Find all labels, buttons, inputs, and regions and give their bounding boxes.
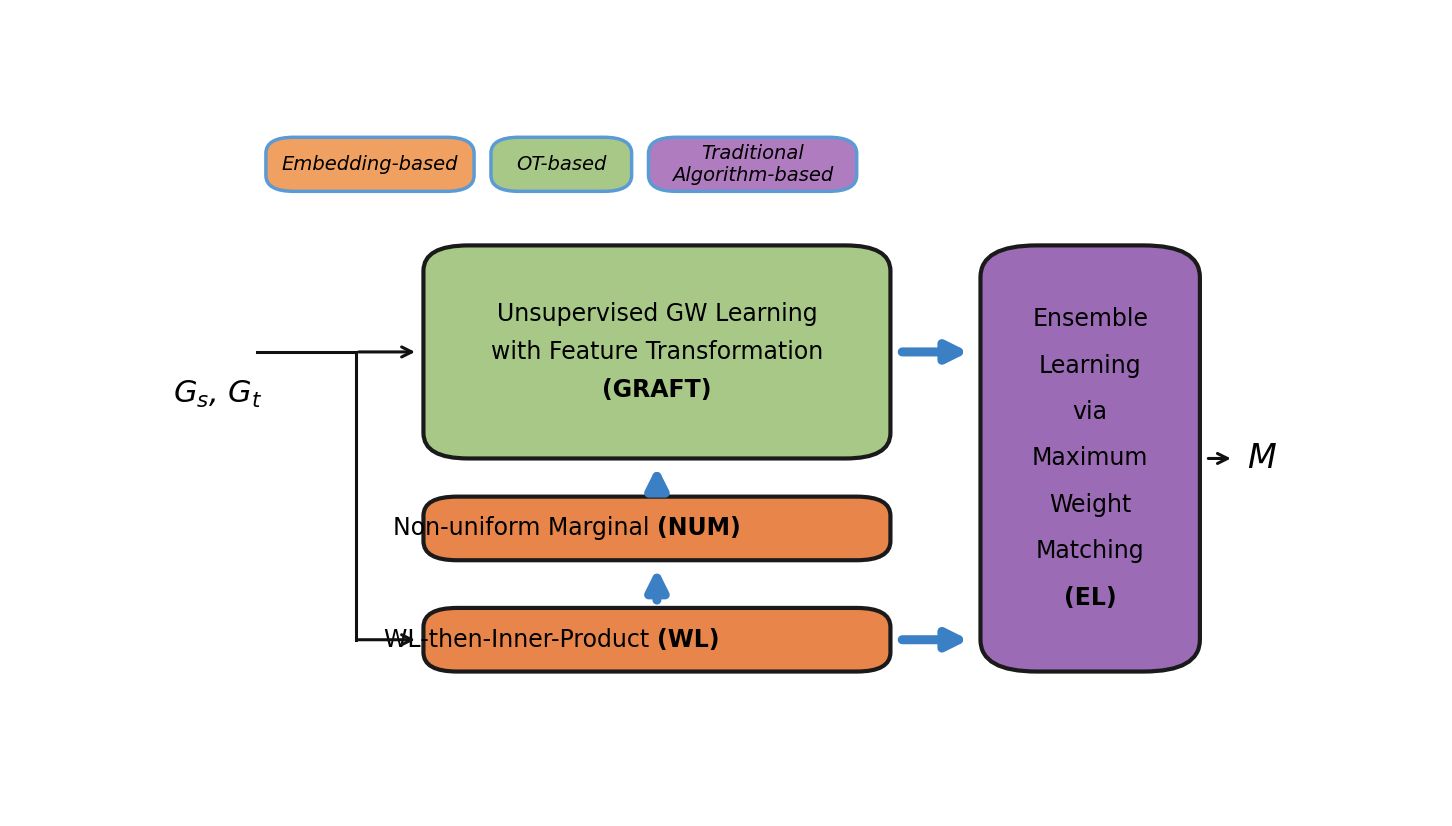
Text: Matching: Matching xyxy=(1035,539,1144,563)
Text: Traditional
Algorithm-based: Traditional Algorithm-based xyxy=(672,144,833,185)
Text: $M$: $M$ xyxy=(1247,442,1276,475)
FancyBboxPatch shape xyxy=(980,245,1199,672)
Text: Weight: Weight xyxy=(1048,493,1131,517)
Text: Maximum: Maximum xyxy=(1032,447,1149,471)
Text: (EL): (EL) xyxy=(1064,586,1117,610)
Text: via: via xyxy=(1073,400,1108,424)
Text: $G_s$, $G_t$: $G_s$, $G_t$ xyxy=(173,379,263,411)
Text: (NUM): (NUM) xyxy=(656,516,741,540)
Text: WL-then-Inner-Product: WL-then-Inner-Product xyxy=(385,628,656,652)
FancyBboxPatch shape xyxy=(424,496,890,560)
FancyBboxPatch shape xyxy=(424,245,890,458)
Text: Learning: Learning xyxy=(1038,354,1141,377)
FancyBboxPatch shape xyxy=(649,137,857,192)
Text: Ensemble: Ensemble xyxy=(1032,307,1149,331)
Text: with Feature Transformation: with Feature Transformation xyxy=(491,340,823,364)
FancyBboxPatch shape xyxy=(266,137,473,192)
Text: OT-based: OT-based xyxy=(515,154,607,173)
FancyBboxPatch shape xyxy=(424,608,890,672)
Text: Unsupervised GW Learning: Unsupervised GW Learning xyxy=(497,301,817,325)
Text: Embedding-based: Embedding-based xyxy=(282,154,459,173)
Text: Non-uniform Marginal: Non-uniform Marginal xyxy=(393,516,656,540)
FancyBboxPatch shape xyxy=(491,137,632,192)
Text: (GRAFT): (GRAFT) xyxy=(603,378,711,402)
Text: (WL): (WL) xyxy=(656,628,719,652)
